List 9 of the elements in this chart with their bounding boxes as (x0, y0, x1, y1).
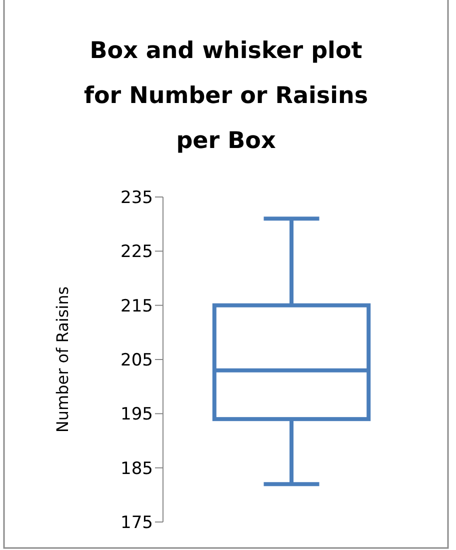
y-tick-label: 175 (120, 512, 153, 533)
chart-title: Box and whisker plot for Number or Raisins per Box (84, 38, 368, 154)
y-tick-label: 225 (120, 242, 153, 262)
y-tick-label: 205 (120, 350, 153, 370)
y-tick-label: 215 (120, 296, 153, 316)
y-tick-label: 235 (120, 188, 153, 208)
y-axis-title: Number of Raisins (53, 286, 72, 433)
y-tick-label: 195 (120, 404, 153, 425)
y-tick-label: 185 (120, 458, 153, 479)
